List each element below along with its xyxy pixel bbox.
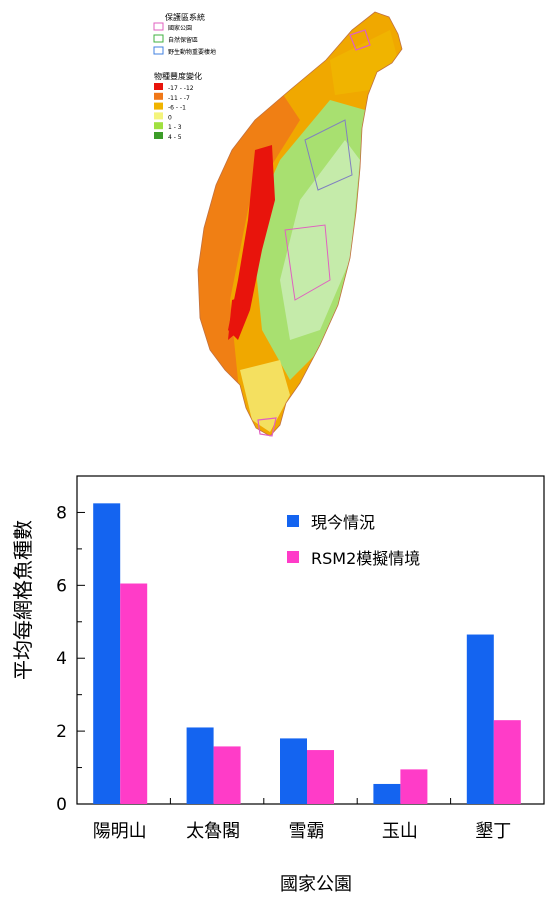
legend-change-swatch: [154, 112, 163, 120]
bar-current-3: [280, 738, 307, 804]
legend-protected-label: 國家公園: [168, 24, 192, 32]
legend-label: 現今情況: [311, 513, 375, 532]
y-axis-label: 平均每網格魚種數: [11, 520, 35, 680]
legend-change-label: 0: [168, 114, 172, 121]
plot-area: 0 2 4 6 8 陽明山 太魯閣 雪霸 玉山 墾丁 現今情況 RSM2模擬情境: [56, 475, 545, 842]
x-tick-label: 玉山: [382, 821, 418, 842]
x-tick-label: 雪霸: [289, 821, 325, 842]
bar-current-2: [186, 727, 214, 804]
legend-protected-label: 野生動物重要棲地: [168, 48, 216, 56]
bar-current-5: [466, 634, 494, 804]
legend-change-label: 1 - 3: [168, 124, 182, 131]
y-tick-label: 4: [56, 649, 67, 669]
bar-rsm2-3: [307, 750, 334, 804]
bar-current-4: [373, 783, 401, 804]
x-tick-label: 墾丁: [475, 821, 511, 842]
bar-rsm2-5: [493, 720, 521, 804]
legend-change-label: -6 - -1: [168, 105, 186, 112]
legend-protected-swatch: [153, 34, 164, 43]
y-tick-label: 8: [56, 503, 67, 523]
park-outline-north: [349, 29, 371, 51]
legend-protected-swatch: [153, 22, 164, 31]
y-tick-label: 0: [56, 795, 67, 815]
x-tick-label: 太魯閣: [186, 821, 240, 842]
legend-swatch: [287, 515, 299, 527]
legend-swatch: [287, 551, 299, 563]
legend-change-title: 物種豐度變化: [154, 71, 202, 81]
bar-rsm2-4: [400, 769, 428, 804]
y-tick-label: 6: [56, 576, 67, 596]
legend-change-swatch: [154, 83, 163, 90]
bar-chart: 平均每網格魚種數 國家公園 0 2 4 6 8 陽明山 太魯閣 雪霸 玉山 墾丁 現今情況 RSM2模…: [11, 475, 545, 895]
legend-change-label: 4 - 5: [168, 134, 182, 141]
x-axis-label: 國家公園: [280, 874, 352, 895]
legend-change-label: -17 - -12: [168, 85, 194, 92]
park-outline-central: [304, 119, 353, 191]
chart-legend: 現今情況 RSM2模擬情境: [287, 513, 420, 568]
x-tick-label: 陽明山: [93, 821, 147, 842]
legend-change-swatch: [154, 102, 163, 110]
park-outline-mountain: [284, 224, 331, 301]
bar-current-1: [93, 503, 121, 804]
legend-protected-label: 自然保留區: [168, 36, 198, 44]
bar-rsm2-1: [120, 583, 148, 804]
legend-change-swatch: [154, 132, 163, 139]
legend-label: RSM2模擬情境: [311, 549, 420, 568]
legend-change-swatch: [154, 122, 163, 130]
taiwan-landmass: [197, 11, 403, 437]
legend-protected-swatch: [153, 46, 164, 55]
park-outline-south: [257, 417, 277, 437]
y-tick-label: 2: [56, 722, 67, 742]
legend-change-label: -11 - -7: [168, 95, 190, 102]
legend-protected-title: 保護區系統: [165, 12, 205, 22]
legend-change-swatch: [154, 92, 163, 100]
bar-rsm2-2: [213, 746, 241, 804]
